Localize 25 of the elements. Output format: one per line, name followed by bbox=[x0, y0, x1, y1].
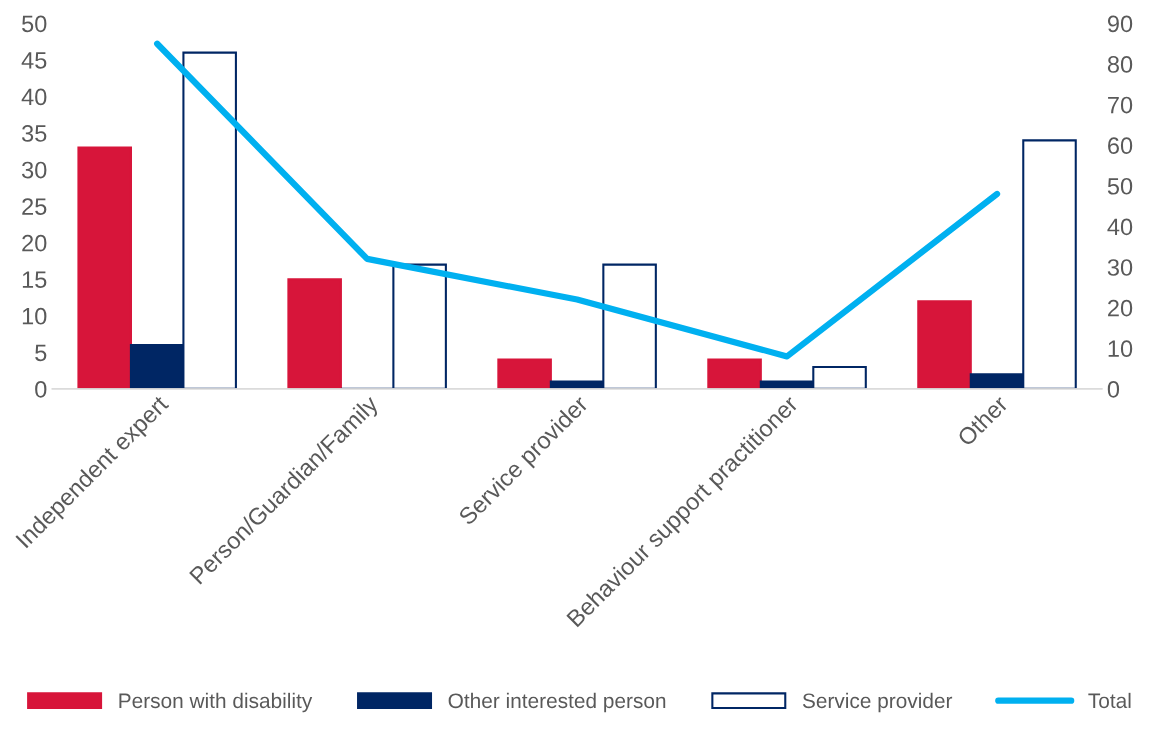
y-tick-label: 10 bbox=[22, 307, 47, 325]
y-tick-label: 30 bbox=[21, 161, 47, 179]
y2-tick-label: 50 bbox=[1107, 177, 1133, 195]
y2-tick-label: 20 bbox=[1108, 299, 1133, 317]
legend-label: Other interested person bbox=[448, 692, 666, 713]
y2-tick-label: 40 bbox=[1107, 218, 1133, 236]
legend-label: Total bbox=[1088, 692, 1131, 709]
y2-tick-label: 80 bbox=[1107, 56, 1133, 73]
y-tick-label: 35 bbox=[21, 125, 47, 142]
y2-tick-label: 10 bbox=[1108, 340, 1133, 358]
y-tick-label: 0 bbox=[35, 380, 47, 398]
y-tick-label: 40 bbox=[21, 88, 47, 106]
y-tick-label: 20 bbox=[22, 234, 47, 252]
y-tick-label: 25 bbox=[22, 198, 47, 215]
y2-tick-label: 70 bbox=[1108, 96, 1133, 114]
legend-label: Service provider bbox=[802, 692, 953, 713]
y-tick-label: 45 bbox=[21, 52, 47, 69]
y-tick-label: 15 bbox=[22, 271, 47, 289]
y-tick-label: 5 bbox=[35, 344, 47, 362]
y2-tick-label: 30 bbox=[1107, 259, 1133, 276]
legend-label: Person with disability bbox=[119, 692, 313, 713]
y2-tick-label: 60 bbox=[1108, 137, 1133, 155]
y-tick-label: 50 bbox=[22, 15, 47, 33]
y2-tick-label: 0 bbox=[1107, 380, 1120, 398]
y2-tick-label: 90 bbox=[1107, 15, 1133, 33]
